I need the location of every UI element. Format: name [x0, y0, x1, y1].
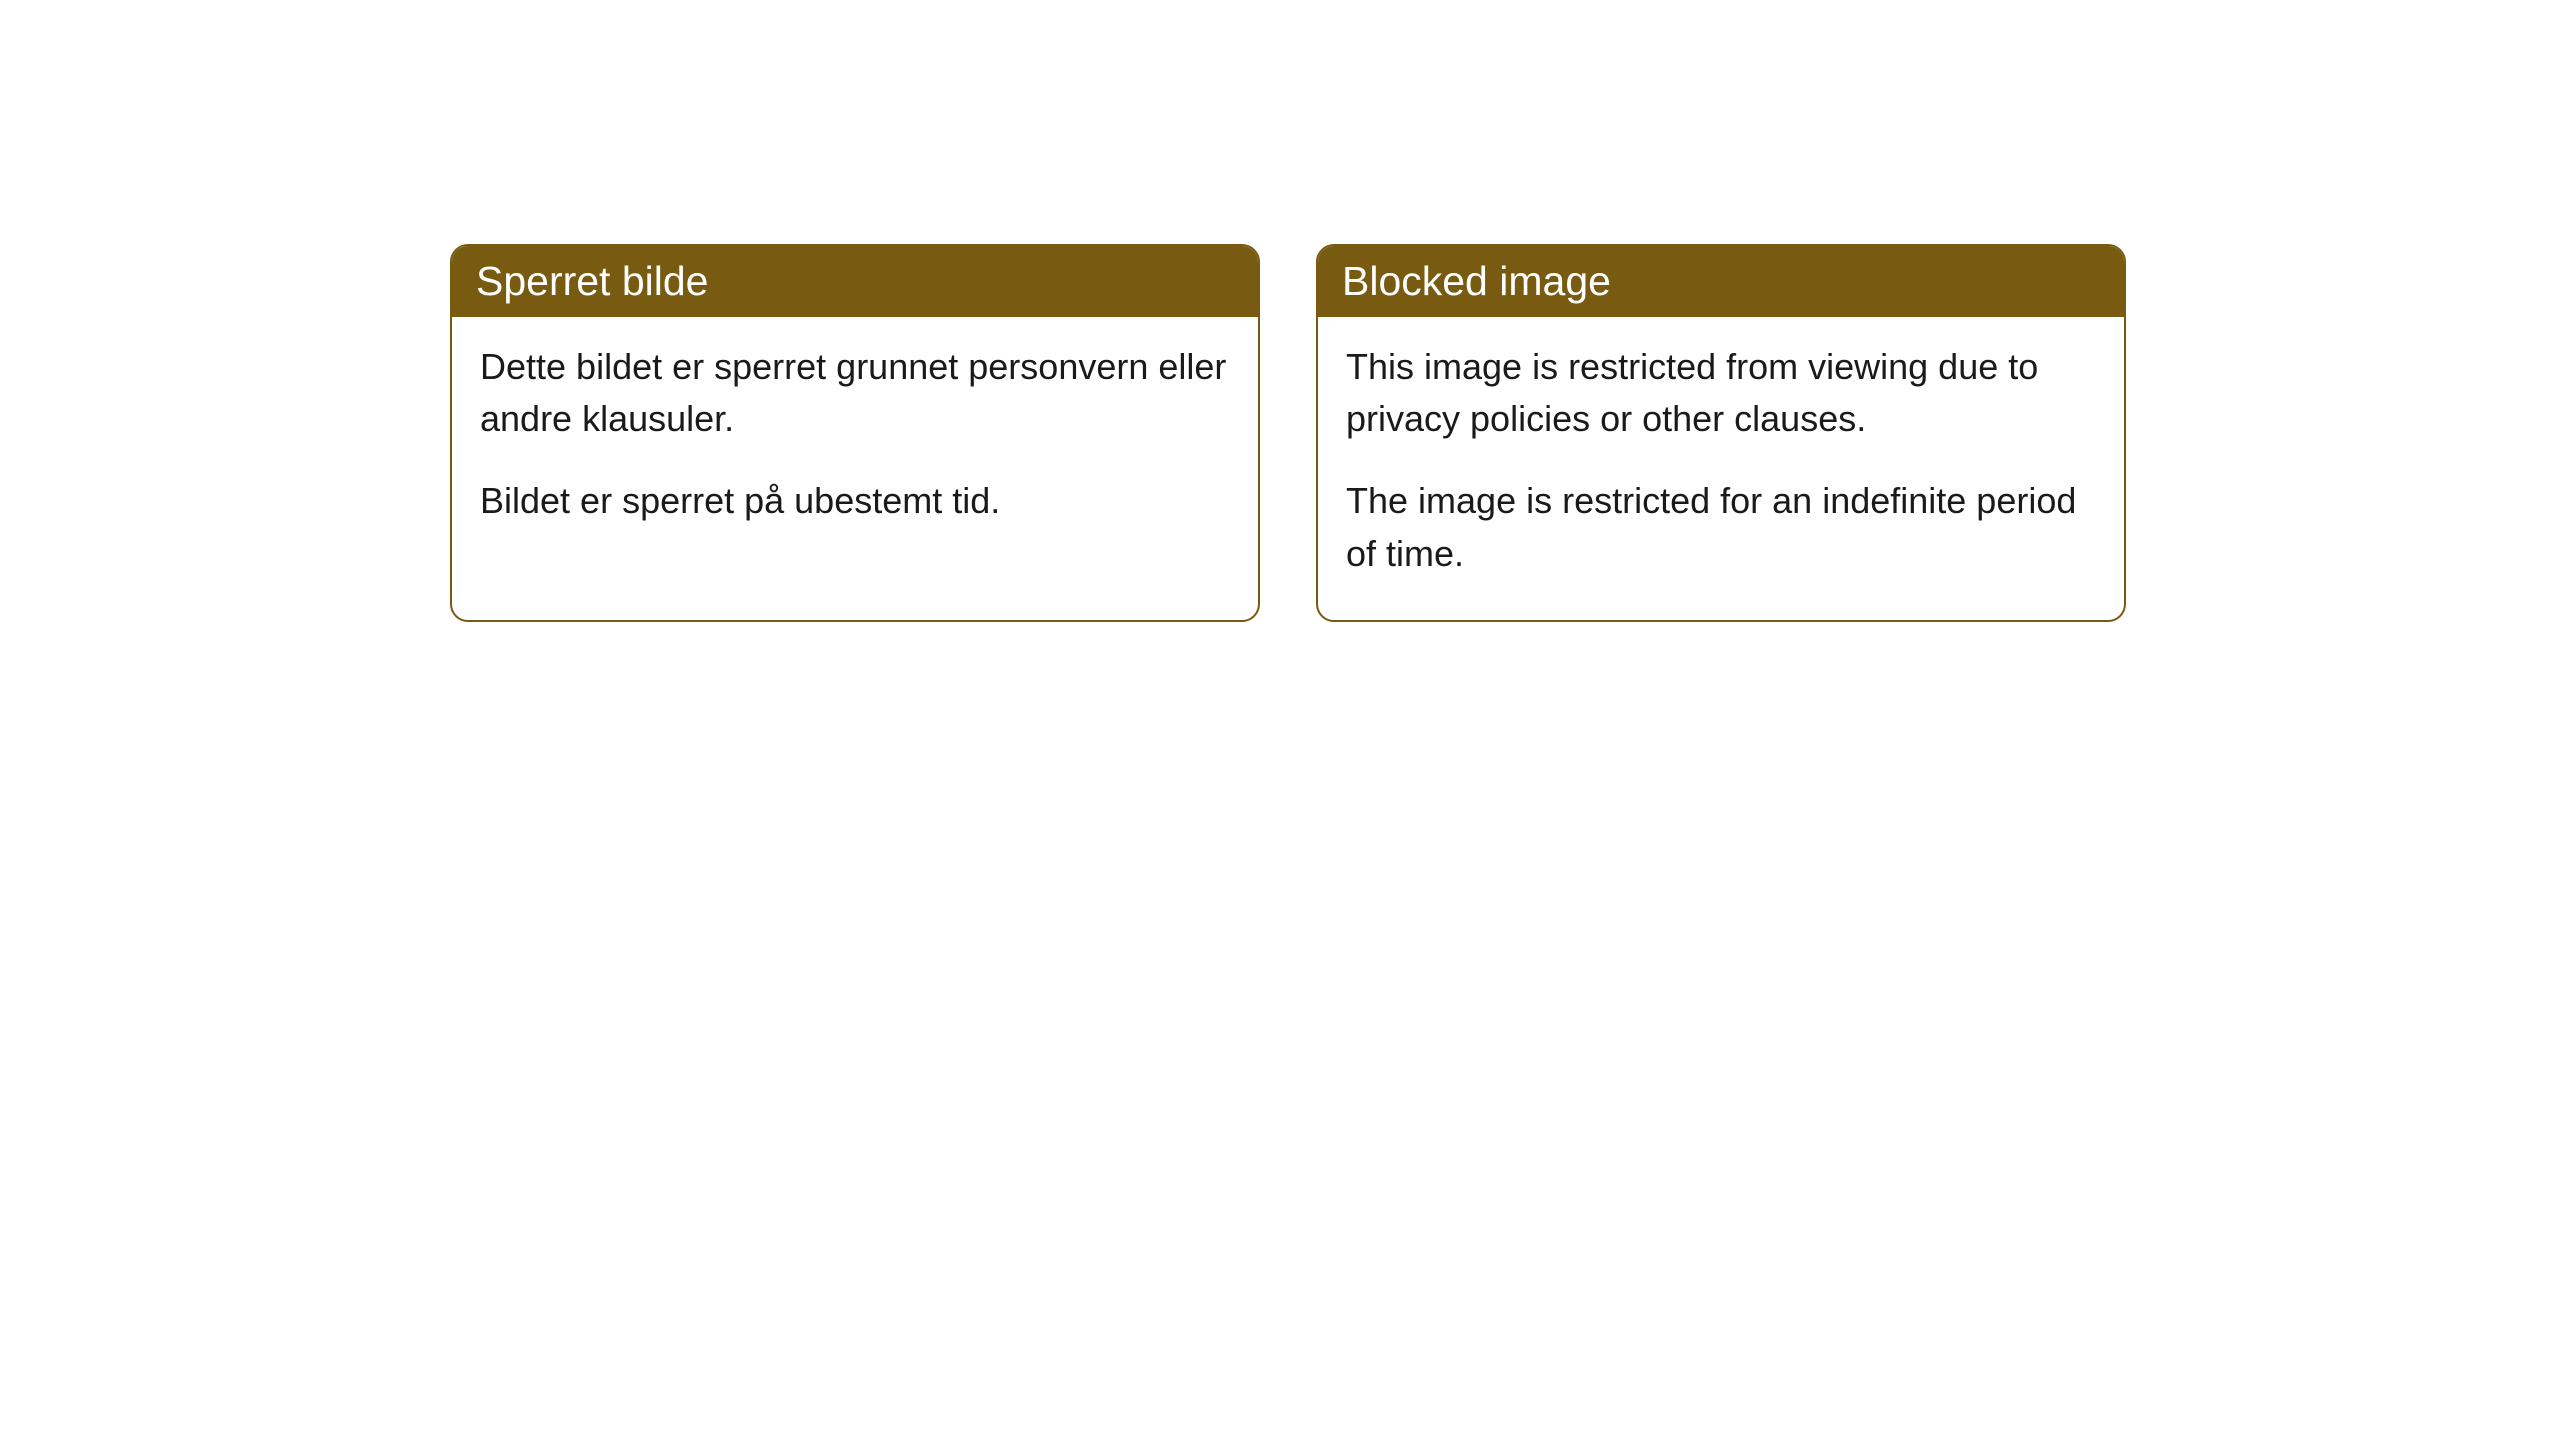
card-body: This image is restricted from viewing du… — [1318, 317, 2124, 620]
card-header: Sperret bilde — [452, 246, 1258, 317]
card-paragraph: This image is restricted from viewing du… — [1346, 341, 2096, 445]
card-title: Blocked image — [1342, 258, 1611, 304]
card-header: Blocked image — [1318, 246, 2124, 317]
blocked-image-card-norwegian: Sperret bilde Dette bildet er sperret gr… — [450, 244, 1260, 622]
cards-container: Sperret bilde Dette bildet er sperret gr… — [450, 244, 2126, 622]
card-paragraph: Bildet er sperret på ubestemt tid. — [480, 475, 1230, 527]
card-body: Dette bildet er sperret grunnet personve… — [452, 317, 1258, 568]
blocked-image-card-english: Blocked image This image is restricted f… — [1316, 244, 2126, 622]
card-paragraph: Dette bildet er sperret grunnet personve… — [480, 341, 1230, 445]
card-paragraph: The image is restricted for an indefinit… — [1346, 475, 2096, 579]
card-title: Sperret bilde — [476, 258, 708, 304]
